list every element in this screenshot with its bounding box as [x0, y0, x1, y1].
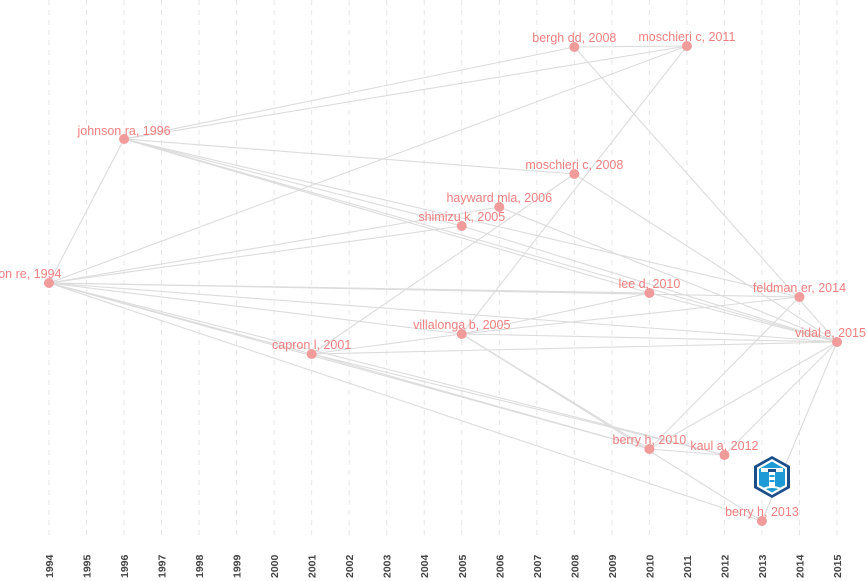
- node-label-johnson: johnson ra, 1996: [76, 124, 170, 138]
- tick-label-1998: 1998: [194, 554, 206, 578]
- tick-label-1997: 1997: [157, 554, 169, 578]
- node-lee[interactable]: [644, 288, 655, 298]
- edge-johnson-vidal: [123, 138, 838, 343]
- edge-johnson-feldman: [123, 138, 800, 298]
- edge-capron-vidal: [311, 341, 838, 355]
- tick-label-2014: 2014: [794, 554, 806, 578]
- edge-moschieri2008-vidal: [574, 173, 838, 343]
- node-berry2010[interactable]: [644, 444, 655, 454]
- node-shimizu[interactable]: [456, 221, 467, 231]
- tick-label-2000: 2000: [269, 554, 281, 578]
- edges: [48, 45, 838, 522]
- tick-label-2013: 2013: [757, 554, 769, 578]
- edge-johnson-moschieri2011: [123, 45, 687, 140]
- tick-label-2009: 2009: [607, 554, 619, 578]
- tick-label-2012: 2012: [719, 554, 731, 578]
- nodes: [44, 41, 842, 526]
- node-label-vidal: vidal e, 2015: [795, 326, 866, 340]
- tick-label-2007: 2007: [532, 554, 544, 578]
- grid-lines: [48, 0, 838, 540]
- edge-hoskisson-villalonga: [48, 282, 462, 335]
- node-label-bergh: bergh dd, 2008: [532, 31, 616, 45]
- node-villalonga[interactable]: [456, 329, 467, 339]
- node-moschieri2011[interactable]: [681, 41, 692, 51]
- node-feldman[interactable]: [794, 292, 805, 302]
- edge-villalonga-lee: [461, 292, 650, 335]
- node-label-villalonga: villalonga b, 2005: [413, 318, 510, 332]
- node-label-kaul: kaul a, 2012: [690, 439, 758, 453]
- edge-villalonga-berry2013: [461, 333, 763, 522]
- edge-capron-kaul: [311, 353, 725, 456]
- node-berry2013[interactable]: [756, 516, 767, 526]
- node-capron[interactable]: [306, 349, 317, 359]
- node-label-capron: capron l, 2001: [272, 338, 351, 352]
- node-label-berry2013: berry h, 2013: [725, 505, 799, 519]
- tick-label-2015: 2015: [832, 554, 844, 578]
- edge-lee-vidal: [649, 292, 838, 343]
- edge-johnson-lee: [123, 138, 650, 294]
- tick-label-2008: 2008: [569, 554, 581, 578]
- edge-feldman-berry2010: [648, 296, 800, 450]
- node-labels: hoskisson re, 1994 johnson ra, 1996 capron…: [0, 30, 866, 519]
- edge-bergh-moschieri2011: [574, 45, 687, 48]
- edge-bergh-vidal: [573, 46, 838, 343]
- node-label-moschieri2008: moschieri c, 2008: [525, 158, 623, 172]
- node-label-feldman: feldman er, 2014: [753, 281, 846, 295]
- node-label-hoskisson: hoskisson re, 1994: [0, 267, 62, 281]
- edge-hoskisson-moschieri2011: [48, 45, 688, 284]
- x-axis-tick-labels: 1994 1995 1996 1997 1998 1999 2000 2001 2002 2003…: [44, 554, 844, 578]
- edge-hoskisson-vidal: [48, 282, 838, 343]
- node-hoskisson[interactable]: [44, 278, 54, 288]
- tick-label-1995: 1995: [82, 554, 94, 578]
- edge-hayward-vidal: [499, 206, 838, 343]
- edge-johnson-bergh: [123, 46, 575, 140]
- tick-label-2002: 2002: [344, 554, 356, 578]
- edge-hoskisson-johnson: [48, 138, 125, 284]
- tick-label-1996: 1996: [119, 554, 131, 578]
- edge-berry2010-vidal: [649, 341, 838, 450]
- edge-capron-berry2010: [311, 353, 650, 450]
- tick-label-2004: 2004: [419, 554, 431, 578]
- node-label-moschieri2011: moschieri c, 2011: [638, 30, 735, 44]
- edge-berry2010-kaul: [649, 448, 725, 456]
- edge-hoskisson-shimizu: [48, 225, 462, 284]
- edge-capron-villalonga: [311, 333, 462, 355]
- edge-villalonga-feldman: [461, 296, 800, 335]
- lighthouse-shield-icon: [754, 456, 790, 498]
- edge-johnson-moschieri2008: [124, 138, 575, 175]
- node-moschieri2008[interactable]: [569, 169, 580, 179]
- edge-villalonga-vidal: [461, 333, 838, 343]
- node-bergh[interactable]: [569, 42, 580, 52]
- node-johnson[interactable]: [119, 134, 130, 144]
- tick-label-2006: 2006: [494, 554, 506, 578]
- edge-hoskisson-hayward: [48, 206, 500, 284]
- edge-moschieri2008-capron: [311, 173, 575, 355]
- edge-johnson-shimizu: [123, 138, 462, 227]
- node-label-berry2010: berry h, 2010: [613, 433, 687, 447]
- tick-label-2011: 2011: [682, 555, 694, 578]
- edge-hoskisson-berry2013: [48, 282, 763, 522]
- tick-label-1994: 1994: [44, 554, 56, 578]
- tick-label-2003: 2003: [382, 554, 394, 578]
- node-label-shimizu: shimizu k, 2005: [418, 210, 505, 224]
- node-kaul[interactable]: [719, 450, 730, 460]
- node-label-lee: lee d, 2010: [618, 277, 680, 291]
- tick-label-2010: 2010: [644, 554, 656, 578]
- node-vidal[interactable]: [832, 337, 842, 347]
- edge-kaul-vidal: [724, 341, 838, 456]
- tick-label-2001: 2001: [307, 554, 319, 578]
- edge-moschieri2011-villalonga: [461, 45, 688, 335]
- node-hayward[interactable]: [494, 202, 505, 212]
- edge-hoskisson-feldman: [48, 282, 800, 298]
- tick-label-2005: 2005: [457, 554, 469, 578]
- node-label-hayward: hayward mla, 2006: [446, 191, 552, 205]
- tick-label-1999: 1999: [232, 554, 244, 578]
